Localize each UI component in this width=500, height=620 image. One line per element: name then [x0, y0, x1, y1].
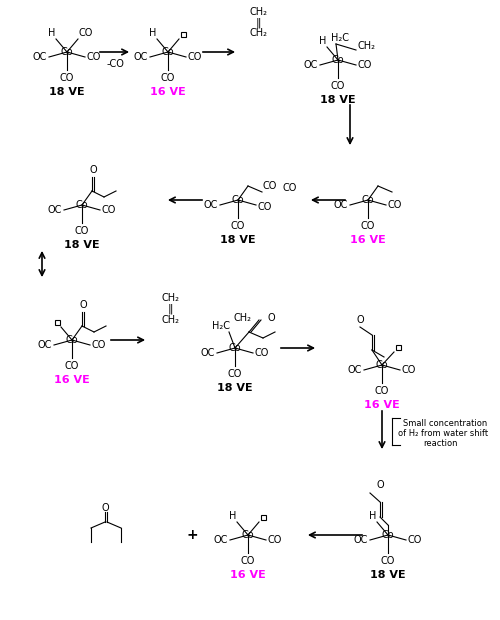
Text: 18 VE: 18 VE	[49, 87, 85, 97]
Text: H₂C: H₂C	[212, 321, 230, 331]
Text: CO: CO	[92, 340, 106, 350]
Text: CO: CO	[381, 556, 395, 566]
Text: OC: OC	[334, 200, 348, 210]
Text: Co: Co	[60, 47, 74, 57]
Text: CO: CO	[283, 183, 297, 193]
Text: H: H	[48, 28, 56, 38]
Text: reaction: reaction	[423, 440, 457, 448]
Text: CH₂: CH₂	[161, 293, 179, 303]
Text: H₂C: H₂C	[331, 33, 349, 43]
Text: CO: CO	[65, 361, 79, 371]
Text: H: H	[150, 28, 156, 38]
Text: Co: Co	[332, 55, 344, 65]
Text: H: H	[230, 511, 236, 521]
Bar	[260, 515, 266, 520]
Text: Co: Co	[76, 200, 88, 210]
Text: -CO: -CO	[106, 59, 124, 69]
Text: CO: CO	[60, 73, 74, 83]
Text: OC: OC	[201, 348, 215, 358]
Text: Co: Co	[228, 343, 241, 353]
Text: 16 VE: 16 VE	[230, 570, 266, 580]
Text: CO: CO	[161, 73, 175, 83]
Text: 18 VE: 18 VE	[370, 570, 406, 580]
Text: OC: OC	[354, 535, 368, 545]
Text: 18 VE: 18 VE	[217, 383, 253, 393]
Bar	[54, 319, 60, 324]
Text: Co: Co	[162, 47, 174, 57]
Text: Co: Co	[242, 530, 254, 540]
Text: 16 VE: 16 VE	[150, 87, 186, 97]
Text: ‖: ‖	[256, 18, 261, 29]
Text: CO: CO	[263, 181, 277, 191]
Text: CO: CO	[361, 221, 375, 231]
Text: 18 VE: 18 VE	[220, 235, 256, 245]
Text: Co: Co	[232, 195, 244, 205]
Text: 16 VE: 16 VE	[54, 375, 90, 385]
Text: O: O	[356, 315, 364, 325]
Text: CO: CO	[241, 556, 255, 566]
Text: OC: OC	[348, 365, 362, 375]
Text: CH₂: CH₂	[249, 7, 267, 17]
Text: CO: CO	[188, 52, 202, 62]
Text: O: O	[267, 313, 275, 323]
Text: CH₂: CH₂	[357, 41, 375, 51]
Text: 18 VE: 18 VE	[64, 240, 100, 250]
Text: CO: CO	[268, 535, 282, 545]
Text: CO: CO	[258, 202, 272, 212]
Text: CO: CO	[102, 205, 116, 215]
Text: CO: CO	[79, 28, 93, 38]
Text: CO: CO	[388, 200, 402, 210]
Bar	[180, 32, 186, 37]
Text: OC: OC	[214, 535, 228, 545]
Text: of H₂ from water shift: of H₂ from water shift	[398, 430, 488, 438]
Bar	[396, 345, 400, 350]
Text: CO: CO	[375, 386, 389, 396]
Text: H: H	[320, 36, 326, 46]
Text: CH₂: CH₂	[161, 315, 179, 325]
Text: CO: CO	[228, 369, 242, 379]
Text: 16 VE: 16 VE	[364, 400, 400, 410]
Text: 16 VE: 16 VE	[350, 235, 386, 245]
Text: CO: CO	[75, 226, 89, 236]
Text: CO: CO	[331, 81, 345, 91]
Text: OC: OC	[204, 200, 218, 210]
Text: OC: OC	[38, 340, 52, 350]
Text: Small concentration: Small concentration	[403, 420, 487, 428]
Text: CO: CO	[408, 535, 422, 545]
Text: Co: Co	[376, 360, 388, 370]
Text: OC: OC	[134, 52, 148, 62]
Text: Co: Co	[66, 335, 78, 345]
Text: O: O	[79, 300, 87, 310]
Text: OC: OC	[33, 52, 47, 62]
Text: O: O	[89, 165, 97, 175]
Text: ‖: ‖	[167, 304, 173, 314]
Text: Co: Co	[362, 195, 374, 205]
Text: CO: CO	[231, 221, 245, 231]
Text: CO: CO	[87, 52, 101, 62]
Text: OC: OC	[304, 60, 318, 70]
Text: O: O	[376, 480, 384, 490]
Text: CH₂: CH₂	[234, 313, 252, 323]
Text: O: O	[101, 503, 109, 513]
Text: CO: CO	[358, 60, 372, 70]
Text: H: H	[370, 511, 376, 521]
Text: Co: Co	[382, 530, 394, 540]
Text: CO: CO	[402, 365, 416, 375]
Text: CO: CO	[255, 348, 269, 358]
Text: 18 VE: 18 VE	[320, 95, 356, 105]
Text: OC: OC	[48, 205, 62, 215]
Text: +: +	[186, 528, 198, 542]
Text: CH₂: CH₂	[249, 28, 267, 38]
